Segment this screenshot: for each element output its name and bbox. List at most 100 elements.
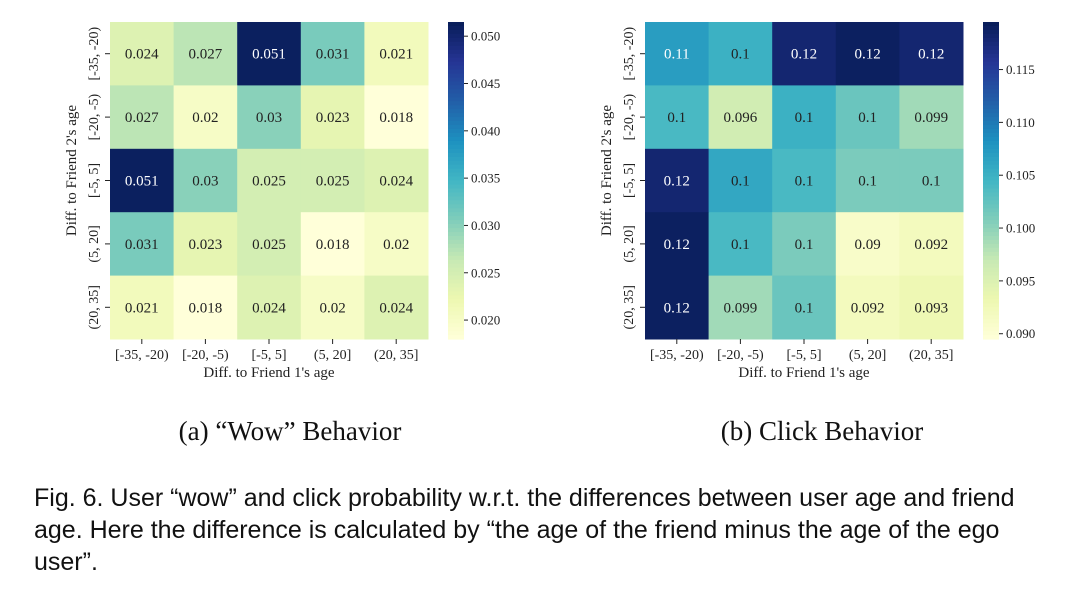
colorbar-segment	[983, 22, 999, 27]
colorbar-segment	[448, 323, 464, 328]
colorbar-segment	[448, 295, 464, 300]
cell-value-label: 0.024	[379, 174, 413, 190]
colorbar-segment	[983, 255, 999, 261]
colorbar-segment	[983, 243, 999, 249]
colorbar-segment	[983, 247, 999, 253]
colorbar-segment	[448, 303, 464, 308]
colorbar-segment	[983, 216, 999, 221]
colorbar-segment	[983, 33, 999, 39]
colorbar-segment	[448, 105, 464, 110]
cell-value-label: 0.031	[316, 47, 350, 63]
colorbar-segment	[983, 319, 999, 324]
cell-value-label: 0.024	[252, 300, 286, 316]
x-tick-label: [-35, -20)	[115, 348, 169, 363]
x-tick-label: [-20, -5)	[717, 348, 764, 363]
colorbar-segment	[448, 89, 464, 94]
heatmap-cell	[835, 275, 900, 340]
colorbar-segment	[983, 323, 999, 328]
colorbar-segment	[448, 267, 464, 273]
y-tick-label: [-5, 5]	[87, 163, 102, 198]
cell-value-label: 0.099	[914, 110, 948, 126]
colorbar-segment	[448, 69, 464, 75]
heatmap-cell	[835, 22, 900, 86]
y-tick-label: [-35, -20)	[87, 27, 102, 81]
colorbar-segment	[983, 136, 999, 142]
colorbar-segment	[448, 49, 464, 55]
x-tick-label: (20, 35]	[374, 348, 418, 363]
colorbar-tick-label: 0.110	[1006, 115, 1035, 130]
heatmap-a: 0.024 0.027 0.051 0.031 0.021 0.027 0.02 0.03 0.…	[64, 22, 500, 446]
colorbar-segment	[983, 160, 999, 166]
colorbar-segment	[448, 85, 464, 90]
colorbar-tick-label: 0.025	[471, 265, 500, 280]
heatmap-cell	[772, 148, 837, 213]
colorbar-segment	[983, 152, 999, 158]
colorbar-segment	[983, 184, 999, 190]
heatmap-cell	[300, 275, 365, 340]
heatmap-cell	[300, 22, 365, 86]
y-tick-label: [-35, -20)	[622, 27, 637, 81]
colorbar-segment	[983, 275, 999, 281]
colorbar-segment	[448, 311, 464, 316]
heatmap-cell	[364, 275, 429, 340]
colorbar-segment	[448, 315, 464, 320]
cell-value-label: 0.02	[383, 237, 409, 253]
colorbar-segment	[448, 299, 464, 304]
colorbar-segment	[983, 287, 999, 293]
colorbar-segment	[448, 152, 464, 158]
colorbar-segment	[983, 220, 999, 225]
heatmap-cell	[835, 85, 900, 150]
colorbar-segment	[983, 148, 999, 154]
colorbar-segment	[448, 136, 464, 142]
colorbar-segment	[448, 255, 464, 261]
cell-value-label: 0.12	[854, 47, 880, 63]
heatmap-cell	[645, 85, 710, 150]
figure-caption: Fig. 6. User “wow” and click probability…	[34, 484, 1015, 576]
colorbar-segment	[448, 113, 464, 118]
subfigure-caption: (b) Click Behavior	[721, 416, 923, 446]
y-tick-label: (20, 35]	[87, 285, 102, 329]
x-tick-label: [-5, 5]	[787, 348, 822, 363]
colorbar-segment	[983, 232, 999, 237]
colorbar-tick-label: 0.020	[471, 313, 500, 328]
colorbar-segment	[448, 53, 464, 59]
colorbar-segment	[983, 101, 999, 106]
colorbar-segment	[448, 251, 464, 257]
colorbar-segment	[983, 188, 999, 193]
colorbar-tick-label: 0.030	[471, 218, 500, 233]
colorbar-segment	[448, 287, 464, 293]
cell-value-label: 0.1	[731, 47, 750, 63]
heatmap-cell	[645, 22, 710, 86]
cell-value-label: 0.1	[795, 110, 814, 126]
colorbar-segment	[448, 291, 464, 297]
colorbar-segment	[448, 132, 464, 138]
heatmap-cell	[110, 275, 175, 340]
colorbar-tick-label: 0.050	[471, 29, 500, 44]
heatmap-cell	[645, 275, 710, 340]
heatmap-cell	[899, 148, 964, 213]
colorbar-segment	[448, 327, 464, 332]
y-tick-label: (20, 35]	[622, 285, 637, 329]
colorbar-segment	[448, 208, 464, 213]
colorbar-segment	[983, 53, 999, 59]
colorbar-segment	[983, 93, 999, 98]
heatmap-cell	[364, 22, 429, 86]
colorbar-segment	[448, 156, 464, 162]
colorbar-segment	[448, 93, 464, 98]
colorbar-segment	[983, 311, 999, 316]
cell-value-label: 0.051	[252, 47, 286, 63]
colorbar-segment	[448, 192, 464, 197]
cell-value-label: 0.018	[379, 110, 413, 126]
cell-value-label: 0.092	[851, 300, 885, 316]
cell-value-label: 0.1	[858, 110, 877, 126]
cell-value-label: 0.027	[125, 110, 159, 126]
cell-value-label: 0.051	[125, 174, 159, 190]
colorbar-segment	[448, 243, 464, 249]
colorbar-segment	[983, 77, 999, 83]
colorbar-tick-label: 0.105	[1006, 168, 1035, 183]
heatmap-cell	[173, 22, 238, 86]
colorbar-segment	[983, 263, 999, 269]
colorbar-segment	[448, 172, 464, 178]
colorbar-segment	[983, 331, 999, 336]
colorbar-segment	[448, 184, 464, 190]
